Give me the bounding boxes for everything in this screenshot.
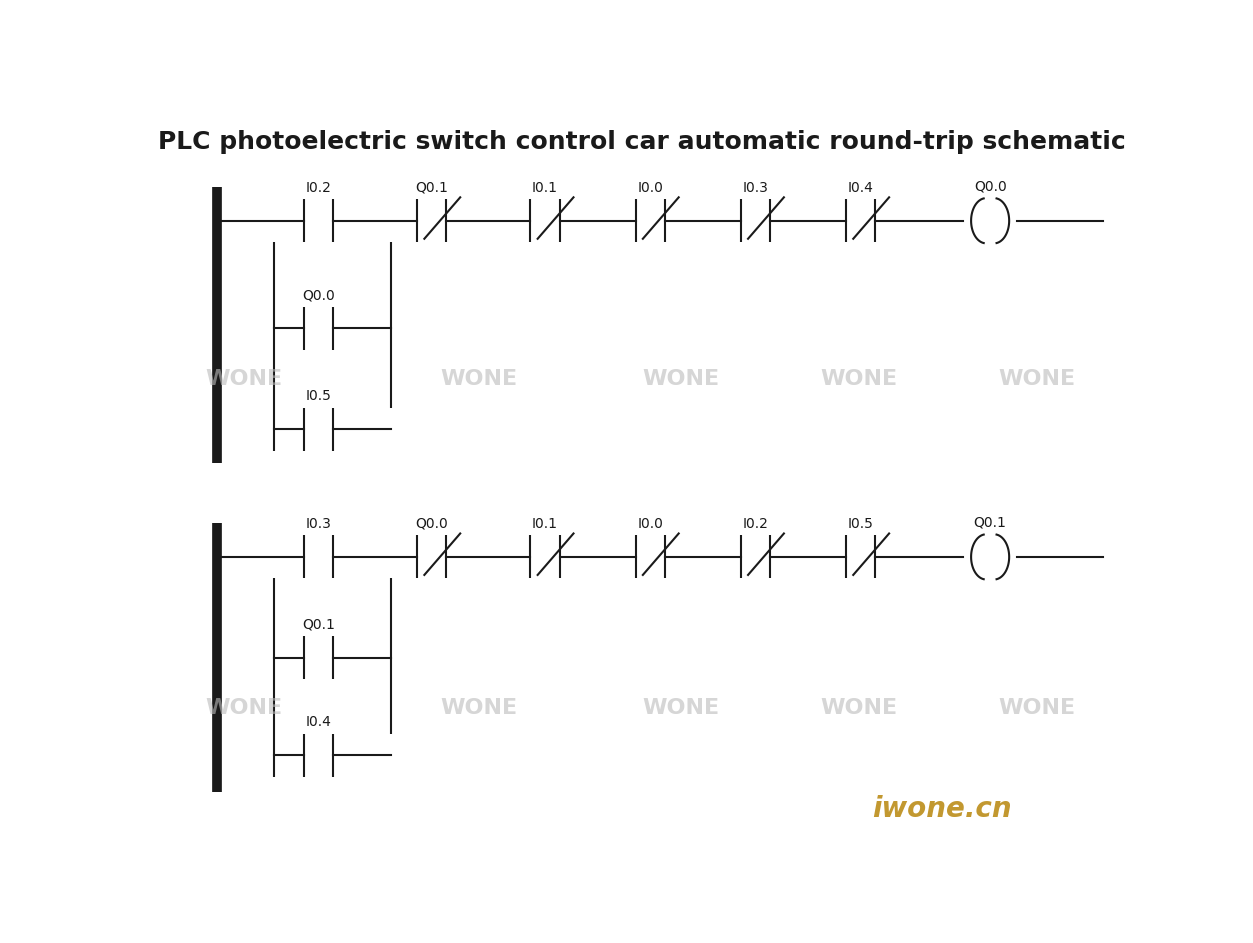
Text: Q0.0: Q0.0 — [302, 288, 335, 302]
Text: Q0.0: Q0.0 — [416, 517, 449, 531]
Text: Q0.1: Q0.1 — [302, 618, 335, 632]
Text: I0.5: I0.5 — [848, 517, 873, 531]
Text: WONE: WONE — [643, 698, 719, 719]
Text: WONE: WONE — [821, 369, 897, 389]
Text: WONE: WONE — [821, 698, 897, 719]
Text: I0.1: I0.1 — [533, 517, 558, 531]
Text: WONE: WONE — [440, 369, 517, 389]
Text: I0.0: I0.0 — [638, 180, 663, 194]
Text: I0.0: I0.0 — [638, 517, 663, 531]
Text: I0.1: I0.1 — [533, 180, 558, 194]
Text: I0.5: I0.5 — [306, 389, 331, 403]
Text: iwone.cn: iwone.cn — [872, 795, 1011, 823]
Text: WONE: WONE — [205, 698, 282, 719]
Text: Q0.1: Q0.1 — [415, 180, 449, 194]
Text: I0.2: I0.2 — [306, 180, 331, 194]
Text: I0.4: I0.4 — [848, 180, 873, 194]
Text: Q0.1: Q0.1 — [974, 516, 1006, 530]
Text: I0.4: I0.4 — [306, 715, 331, 729]
Text: WONE: WONE — [643, 369, 719, 389]
Text: Q0.0: Q0.0 — [974, 179, 1006, 193]
Text: WONE: WONE — [440, 698, 517, 719]
Text: I0.3: I0.3 — [306, 517, 331, 531]
Text: WONE: WONE — [999, 698, 1075, 719]
Text: I0.2: I0.2 — [743, 517, 768, 531]
Text: WONE: WONE — [205, 369, 282, 389]
Text: WONE: WONE — [999, 369, 1075, 389]
Text: PLC photoelectric switch control car automatic round-trip schematic: PLC photoelectric switch control car aut… — [158, 130, 1126, 154]
Text: I0.3: I0.3 — [743, 180, 768, 194]
